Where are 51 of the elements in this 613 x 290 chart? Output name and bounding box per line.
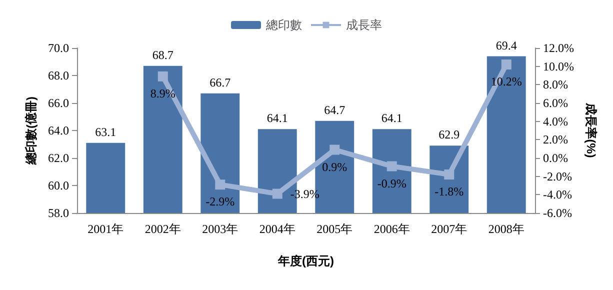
x-tick-label: 2002年 [144, 222, 181, 236]
point [386, 161, 397, 172]
point [444, 170, 454, 180]
data-label: -0.9% [377, 176, 406, 190]
legend-label: 總印數 [265, 18, 302, 32]
y2-tick-label: 8.0% [543, 78, 568, 92]
data-label: 10.2% [490, 74, 522, 88]
data-label: 69.4 [496, 38, 517, 52]
y2-tick-label: 0.0% [543, 151, 568, 165]
point [501, 60, 512, 70]
y2-tick-label: 10.0% [543, 59, 574, 74]
y2-tick-label: -6.0% [543, 206, 572, 220]
y-tick-label: 64.0 [48, 124, 69, 138]
data-label: -2.9% [206, 194, 235, 209]
x-tick-label: 2008年 [488, 222, 524, 236]
data-label: 68.7 [152, 48, 174, 62]
x-tick-label: 2006年 [374, 222, 410, 236]
data-label: 0.9% [322, 160, 348, 174]
y2-tick-label: 2.0% [543, 132, 568, 147]
y-tick-label: 62.0 [48, 151, 69, 165]
y2-tick-label: -4.0% [543, 188, 572, 202]
point [272, 188, 282, 199]
x-tick-label: 2004年 [259, 222, 296, 236]
y-tick-label: 58.0 [48, 206, 69, 220]
y2-tick-label: 12.0% [543, 41, 574, 55]
y-tick-label: 66.0 [48, 96, 69, 110]
x-tick-label: 2005年 [316, 222, 353, 236]
data-label: 8.9% [150, 86, 176, 100]
y2-tick-label: -2.0% [543, 169, 572, 184]
point [158, 71, 168, 82]
point [330, 144, 340, 155]
y-tick-label: 60.0 [48, 178, 69, 192]
x-tick-label: 2007年 [431, 222, 468, 236]
x-tick-label: 2001年 [88, 222, 124, 236]
y-tick-label: 68.0 [48, 68, 69, 82]
data-label: 66.7 [210, 75, 231, 90]
legend-label: 成長率 [346, 18, 382, 32]
x-axis-title: 年度(西元) [277, 254, 334, 268]
data-label: 64.1 [381, 111, 402, 126]
data-label: 63.1 [95, 124, 116, 139]
data-label: 64.7 [324, 102, 346, 117]
x-tick-label: 2003年 [202, 222, 238, 236]
y2-tick-label: 6.0% [543, 96, 568, 110]
data-label: 64.1 [266, 111, 288, 126]
point [215, 180, 226, 190]
y-tick-label: 70.0 [48, 41, 69, 55]
y-axis-title: 總印數(億冊) [24, 96, 38, 166]
data-label: -1.8% [434, 184, 464, 198]
y2-axis-title: 成長率(%) [584, 102, 598, 158]
y2-tick-label: 4.0% [543, 114, 568, 128]
data-label: 62.9 [438, 128, 460, 142]
